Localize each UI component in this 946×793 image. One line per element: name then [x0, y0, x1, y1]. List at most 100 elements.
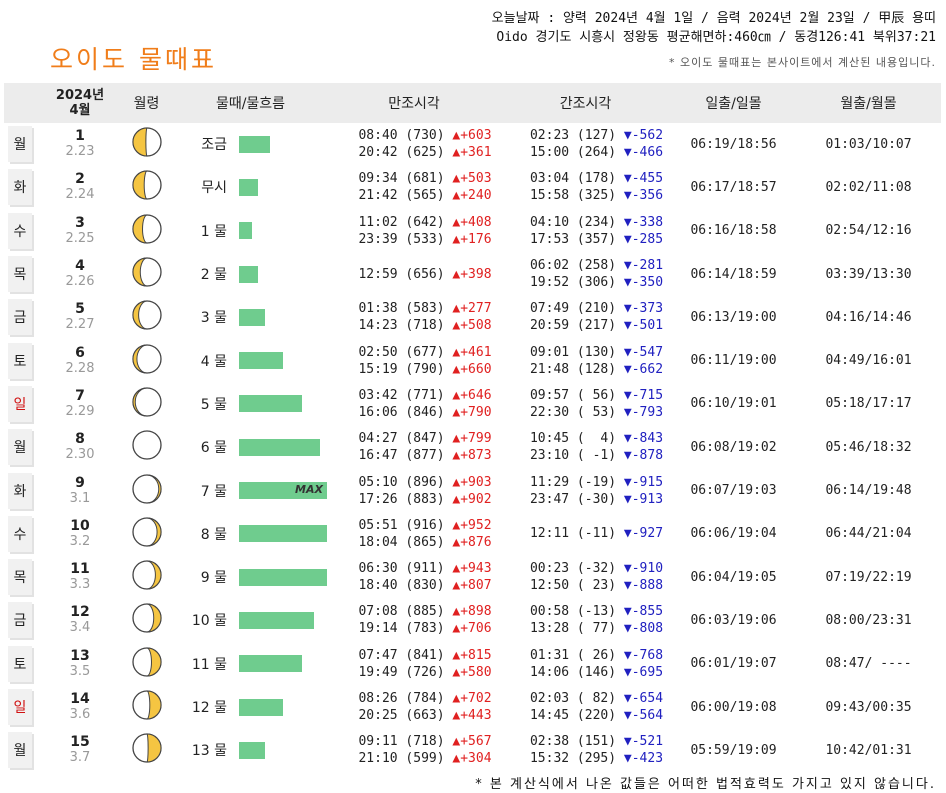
low-tide-change: ▼-662 — [623, 361, 664, 377]
high-tide-time-height: 03:42 (771) — [358, 387, 453, 403]
high-tide-entry: 19:14 (783) ▲+706 — [350, 620, 500, 637]
solar-day: 12 — [70, 604, 90, 621]
solar-day: 3 — [75, 214, 85, 231]
high-tide-entry: 16:47 (877) ▲+873 — [350, 447, 500, 464]
low-tide-time-height: 20:59 (217) — [529, 318, 624, 334]
header-info: 오늘날짜 : 양력 2024년 4월 1일 / 음력 2024년 2월 23일 … — [492, 9, 936, 47]
high-tide-cell: 03:42 (771) ▲+646 16:06 (846) ▲+790 — [328, 387, 500, 421]
flow-cell: 2 물 — [173, 264, 328, 284]
moon-cell — [120, 645, 173, 683]
moon-lit-area — [132, 257, 147, 287]
low-tide-time-height: 15:32 (295) — [529, 751, 624, 767]
weekday-tab[interactable]: 토 — [8, 645, 32, 682]
high-tide-cell: 02:50 (677) ▲+461 15:19 (790) ▲+660 — [328, 344, 500, 378]
lunar-date: 2.29 — [65, 403, 95, 419]
high-tide-change: ▲+943 — [452, 561, 492, 577]
weekday-tab[interactable]: 목 — [8, 256, 32, 293]
weekday-tab[interactable]: 금 — [8, 299, 32, 336]
high-tide-change: ▲+815 — [452, 647, 492, 663]
weekday-cell: 목 — [4, 559, 40, 596]
weekday-tab[interactable]: 월 — [8, 126, 32, 163]
current-strength-bar — [239, 698, 283, 716]
weekday-tab[interactable]: 수 — [8, 515, 32, 552]
weekday-cell: 금 — [4, 602, 40, 639]
moon-phase-icon — [131, 731, 163, 769]
high-tide-time-height: 20:25 (663) — [358, 708, 453, 723]
high-tide-entry: 15:19 (790) ▲+660 — [350, 361, 500, 378]
moon-cell — [120, 558, 173, 596]
weekday-tab[interactable]: 목 — [8, 559, 32, 596]
low-tide-time-height: 23:10 ( -1) — [529, 448, 624, 464]
high-tide-entry: 17:26 (883) ▲+902 — [350, 491, 500, 508]
moon-phase-icon — [131, 298, 163, 336]
weekday-tab[interactable]: 화 — [8, 472, 32, 509]
lunar-date: 2.24 — [65, 187, 95, 203]
tide-phase-label: 1 물 — [200, 223, 227, 240]
flow-cell: 조금 — [173, 134, 328, 154]
low-tide-entry: 00:23 (-32) ▼-910 — [522, 560, 671, 577]
weekday-tab[interactable]: 토 — [8, 342, 32, 379]
low-tide-entry: 10:45 ( 4) ▼-843 — [522, 430, 671, 447]
moon-phase-icon — [131, 212, 163, 250]
high-tide-time-height: 06:30 (911) — [358, 561, 453, 577]
high-tide-entry: 03:42 (771) ▲+646 — [350, 387, 500, 404]
moon-lit-area — [146, 733, 161, 763]
high-tide-time-height: 19:14 (783) — [358, 621, 453, 637]
low-tide-time-height: 06:02 (258) — [529, 258, 624, 274]
current-strength-bar — [239, 308, 265, 326]
high-tide-cell: 01:38 (583) ▲+277 14:23 (718) ▲+508 — [328, 300, 500, 334]
high-tide-entry: 14:23 (718) ▲+508 — [350, 317, 500, 334]
moon-cell — [120, 515, 173, 553]
solar-day: 15 — [70, 734, 90, 751]
weekday-tab[interactable]: 일 — [8, 689, 32, 725]
high-tide-time-height: 18:40 (830) — [358, 578, 453, 594]
low-tide-entry: 13:28 ( 77) ▼-808 — [522, 620, 671, 637]
low-tide-time-height: 14:06 (146) — [529, 664, 624, 680]
weekday-tab[interactable]: 월 — [8, 732, 32, 769]
table-row: 목 4 2.26 2 물 12:59 (656) ▲+398 06:02 (258) ▼-… — [4, 253, 941, 297]
low-tide-cell: 02:38 (151) ▼-521 15:32 (295) ▼-423 — [500, 733, 671, 767]
tide-phase-label: 무시 — [201, 180, 227, 197]
solar-day: 9 — [75, 474, 85, 491]
weekday-tab[interactable]: 수 — [8, 212, 32, 249]
low-tide-change: ▼-843 — [623, 431, 664, 447]
low-tide-cell: 00:23 (-32) ▼-910 12:50 ( 23) ▼-888 — [500, 560, 671, 594]
low-tide-time-height: 12:11 (-11) — [529, 526, 624, 542]
low-tide-entry: 01:31 ( 26) ▼-768 — [522, 647, 671, 664]
high-tide-time-height: 17:26 (883) — [358, 491, 453, 507]
high-tide-entry: 05:10 (896) ▲+903 — [350, 474, 500, 491]
high-tide-change: ▲+240 — [452, 188, 492, 204]
weekday-tab[interactable]: 화 — [8, 169, 32, 206]
tide-phase-label: 9 물 — [200, 570, 227, 587]
low-tide-entry: 23:47 (-30) ▼-913 — [522, 491, 671, 508]
sunrise-sunset-cell: 06:03/19:06 — [690, 612, 777, 628]
max-flow-badge: MAX — [295, 483, 323, 497]
weekday-tab[interactable]: 금 — [8, 602, 32, 639]
weekday-cell: 월 — [4, 126, 40, 163]
low-tide-entry: 14:06 (146) ▼-695 — [522, 664, 671, 681]
flow-cell: 3 물 — [173, 307, 328, 327]
high-tide-entry: 07:08 (885) ▲+898 — [350, 603, 500, 620]
current-strength-bar — [239, 135, 270, 153]
sunrise-sunset-cell: 06:13/19:00 — [690, 309, 777, 325]
high-tide-change: ▲+873 — [452, 448, 492, 464]
low-tide-time-height: 02:23 (127) — [529, 128, 624, 144]
low-tide-time-height: 11:29 (-19) — [529, 474, 624, 490]
tide-phase-label: 조금 — [201, 137, 227, 154]
weekday-tab[interactable]: 일 — [8, 385, 32, 422]
sunrise-sunset-cell: 06:14/18:59 — [690, 266, 777, 282]
low-tide-entry: 03:04 (178) ▼-455 — [522, 170, 671, 187]
solar-day: 13 — [70, 647, 90, 664]
current-strength-bar — [239, 611, 314, 629]
moon-phase-icon — [131, 125, 163, 163]
flow-cell: 1 물 — [173, 221, 328, 241]
moonrise-moonset-cell: 08:00/23:31 — [825, 612, 912, 628]
sunrise-sunset-cell: 06:17/18:57 — [690, 179, 777, 195]
weekday-tab[interactable]: 월 — [8, 429, 32, 466]
high-tide-entry: 09:11 (718) ▲+567 — [350, 733, 500, 750]
lunar-date: 2.26 — [65, 274, 95, 290]
moonrise-moonset-cell: 04:49/16:01 — [825, 353, 912, 369]
moonrise-moonset-cell: 05:46/18:32 — [825, 439, 912, 455]
weekday-cell: 토 — [4, 342, 40, 379]
current-strength-bar — [239, 741, 265, 759]
